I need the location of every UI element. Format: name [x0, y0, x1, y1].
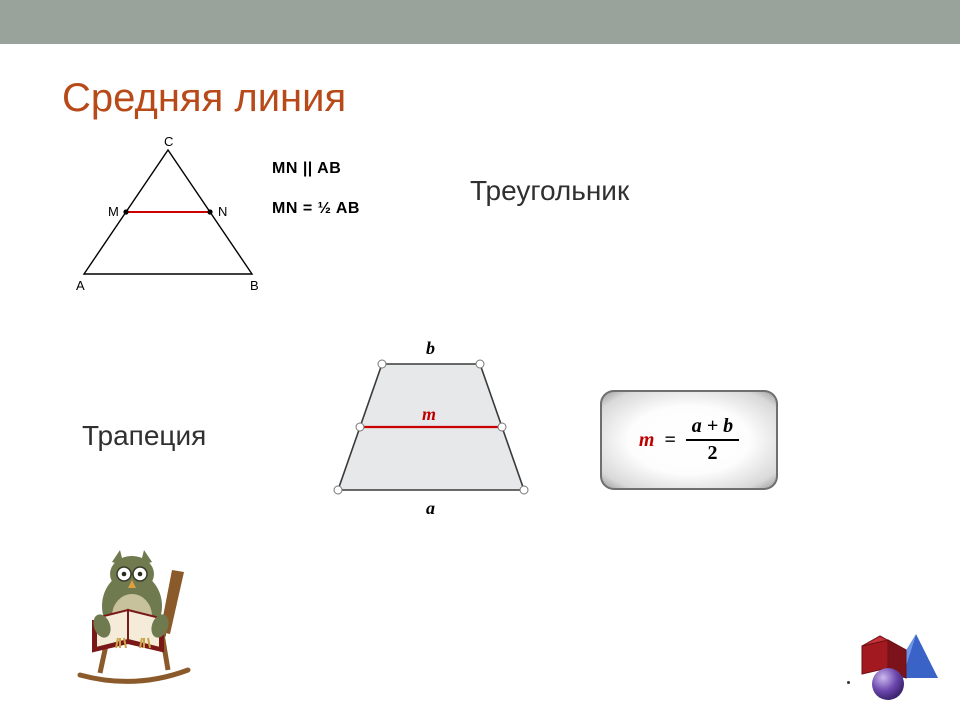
formula-m: m — [639, 429, 655, 452]
trap-label-m: m — [422, 404, 436, 425]
formula-fraction: a + b 2 — [686, 416, 739, 464]
midpoint-n: N — [218, 204, 227, 219]
footer-dot — [847, 681, 850, 684]
vertex-c: C — [164, 134, 173, 149]
vertex-a: A — [76, 278, 85, 293]
trapezoid-diagram: b m a — [310, 330, 570, 540]
label-triangle: Треугольник — [470, 175, 629, 207]
formula-numerator: a + b — [686, 416, 739, 441]
triangle-diagram: C A B M N — [70, 140, 270, 300]
triangle-svg — [70, 140, 270, 300]
formula-denominator: 2 — [707, 441, 717, 464]
triangle-formula-half: MN = ½ AB — [272, 200, 360, 218]
trap-label-b: b — [426, 338, 435, 359]
formula-eq: = — [664, 429, 675, 452]
trapezoid-formula-box: m = a + b 2 — [600, 390, 778, 490]
shapes-clipart — [854, 628, 940, 702]
label-trapezoid: Трапеция — [82, 420, 206, 452]
trapezoid-svg — [310, 330, 570, 540]
vertex-b: B — [250, 278, 259, 293]
trapezoid-formula: m = a + b 2 — [639, 416, 739, 464]
header-bar — [0, 0, 960, 44]
page-title: Средняя линия — [62, 76, 346, 121]
trap-label-a: a — [426, 498, 435, 519]
midpoint-m: M — [108, 204, 119, 219]
owl-clipart — [60, 540, 210, 690]
triangle-formula-parallel: MN || AB — [272, 160, 341, 178]
